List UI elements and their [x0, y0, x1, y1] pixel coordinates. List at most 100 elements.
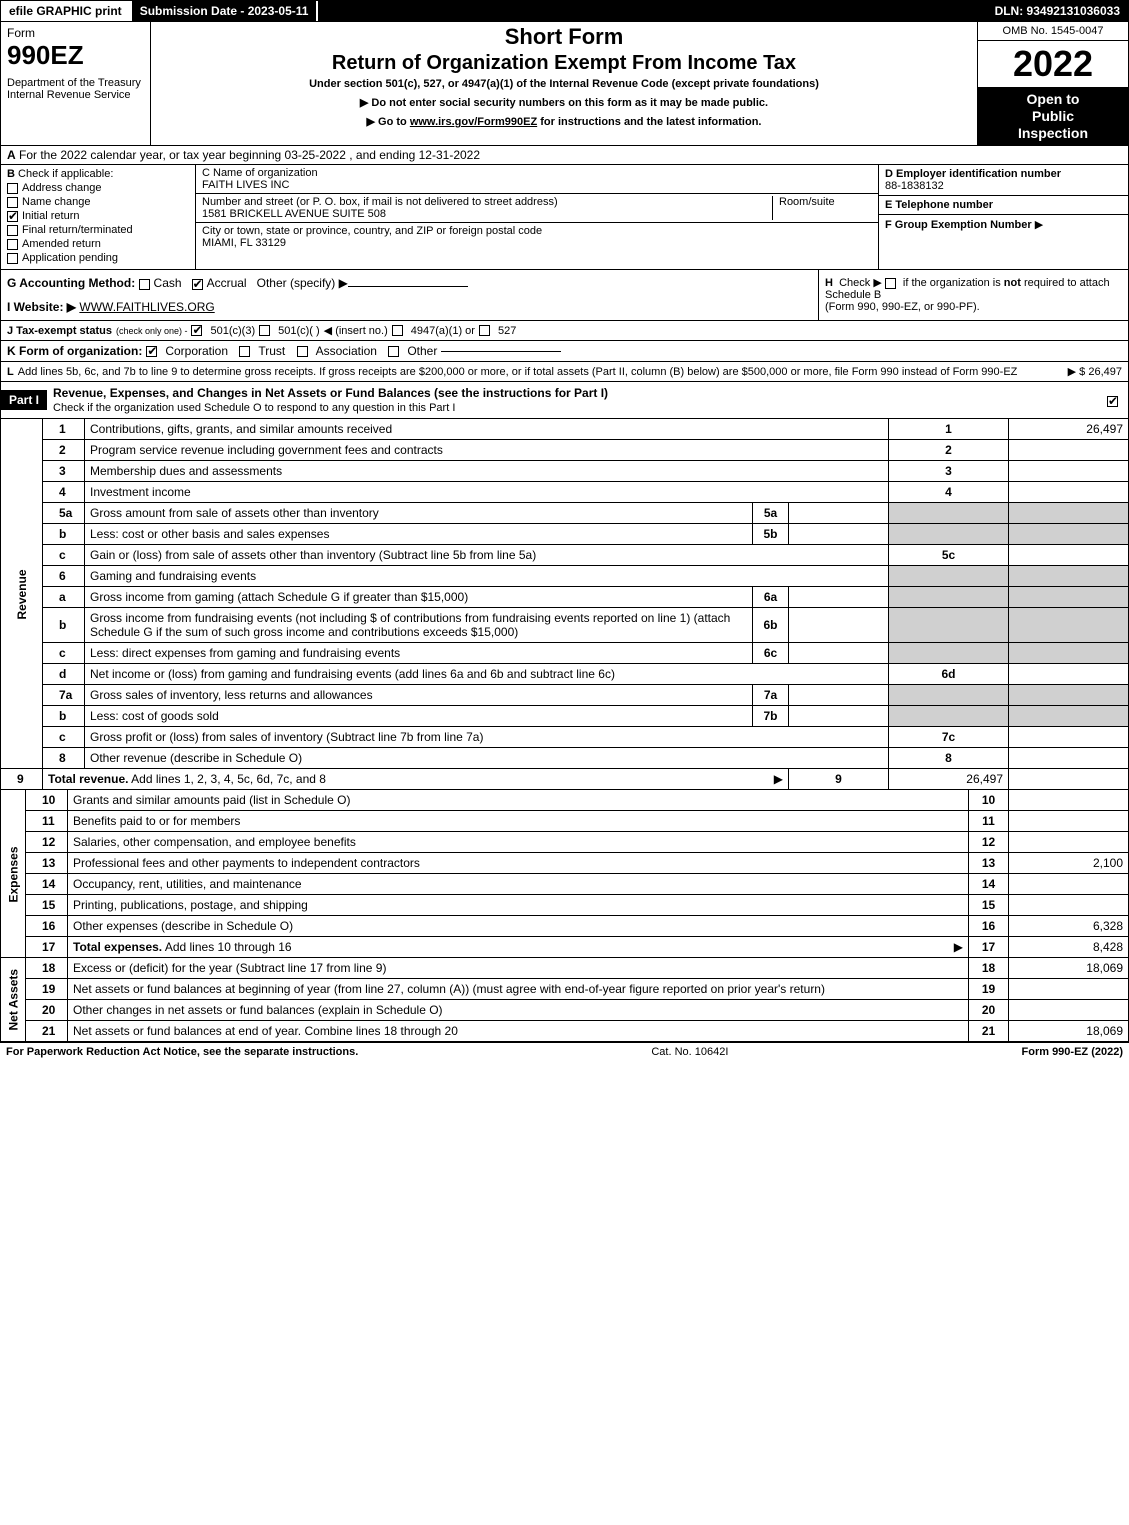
j-527-check[interactable]	[479, 325, 490, 336]
table-row: 8Other revenue (describe in Schedule O)8	[1, 748, 1129, 769]
box-b-item[interactable]: Name change	[7, 196, 189, 208]
grey-cell	[889, 503, 1009, 524]
row-ref-number: 16	[969, 916, 1009, 937]
row-desc: Grants and similar amounts paid (list in…	[68, 790, 969, 811]
block-bcdef: B Check if applicable: Address changeNam…	[0, 165, 1129, 270]
f-arrow: ▶	[1035, 219, 1043, 231]
k-assoc-check[interactable]	[297, 346, 308, 357]
row-amount: 18,069	[1009, 958, 1129, 979]
row-desc: Gross income from gaming (attach Schedul…	[85, 587, 753, 608]
row-subbox: 6c	[753, 643, 789, 664]
form-header: Form 990EZ Department of the Treasury In…	[0, 22, 1129, 146]
table-row: 18Excess or (deficit) for the year (Subt…	[1, 958, 1129, 979]
revenue-section-label: Revenue	[1, 419, 43, 769]
row-desc: Investment income	[85, 482, 889, 503]
row-ref-number: 2	[889, 440, 1009, 461]
row-subbox: 6a	[753, 587, 789, 608]
k-o4: Other	[407, 344, 437, 358]
g-accrual-check[interactable]	[192, 279, 203, 290]
netassets-section-label: Net Assets	[1, 958, 26, 1042]
footer-catno: Cat. No. 10642I	[358, 1046, 1021, 1058]
h-text1: Check ▶	[839, 277, 882, 289]
row-amount	[1009, 979, 1129, 1000]
note2-post: for instructions and the latest informat…	[537, 116, 761, 128]
row-midval	[789, 503, 889, 524]
j-501c-check[interactable]	[259, 325, 270, 336]
k-trust-check[interactable]	[239, 346, 250, 357]
row-amount: 2,100	[1009, 853, 1129, 874]
box-b-item[interactable]: Final return/terminated	[7, 224, 189, 236]
j-501c3-check[interactable]	[191, 325, 202, 336]
checkbox-icon[interactable]	[7, 239, 18, 250]
c-name-value: FAITH LIVES INC	[202, 179, 872, 191]
row-ref-number: 14	[969, 874, 1009, 895]
row-ref-number: 1	[889, 419, 1009, 440]
j-4947-check[interactable]	[392, 325, 403, 336]
row-amount	[1009, 748, 1129, 769]
row-line-number: 4	[43, 482, 85, 503]
row-midval	[789, 643, 889, 664]
k-other-check[interactable]	[388, 346, 399, 357]
checkbox-icon[interactable]	[7, 197, 18, 208]
k-corp-check[interactable]	[146, 346, 157, 357]
checkbox-icon[interactable]	[7, 183, 18, 194]
table-row: 11Benefits paid to or for members11	[1, 811, 1129, 832]
i-website[interactable]: WWW.FAITHLIVES.ORG	[79, 300, 214, 314]
checkbox-icon[interactable]	[7, 225, 18, 236]
row-ref-number: 11	[969, 811, 1009, 832]
row-subbox: 7a	[753, 685, 789, 706]
dln: DLN: 93492131036033	[987, 1, 1128, 21]
form-title-2: Return of Organization Exempt From Incom…	[157, 52, 971, 75]
box-b-item-label: Amended return	[22, 238, 101, 250]
row-desc: Program service revenue including govern…	[85, 440, 889, 461]
box-b-item[interactable]: Application pending	[7, 252, 189, 264]
k-other-input[interactable]	[441, 351, 561, 352]
revenue-table: Revenue 1Contributions, gifts, grants, a…	[0, 419, 1129, 790]
c-city-label: City or town, state or province, country…	[202, 225, 872, 237]
row-desc: Gross profit or (loss) from sales of inv…	[85, 727, 889, 748]
table-row: cLess: direct expenses from gaming and f…	[1, 643, 1129, 664]
row-a-text: For the 2022 calendar year, or tax year …	[19, 148, 480, 162]
row-desc: Net income or (loss) from gaming and fun…	[85, 664, 889, 685]
k-o2: Trust	[258, 344, 285, 358]
box-b-item[interactable]: Amended return	[7, 238, 189, 250]
top-bar: efile GRAPHIC print Submission Date - 20…	[0, 0, 1129, 22]
j-insert: ◀ (insert no.)	[324, 324, 388, 337]
g-cash-check[interactable]	[139, 279, 150, 290]
inspect-line1: Open to	[980, 91, 1126, 108]
footer-right-pre: Form	[1022, 1046, 1053, 1058]
row-ref-number: 17	[969, 937, 1009, 958]
grey-cell	[1009, 685, 1129, 706]
form-note-1: ▶ Do not enter social security numbers o…	[157, 96, 971, 109]
k-o3: Association	[316, 344, 377, 358]
k-o1: Corporation	[165, 344, 228, 358]
c-name-label: C Name of organization	[202, 167, 872, 179]
j-o1: 501(c)(3)	[210, 325, 255, 337]
d-label: D Employer identification number	[885, 168, 1061, 180]
row-line-number: 21	[26, 1021, 68, 1042]
box-b-item-label: Application pending	[22, 252, 118, 264]
part1-scho-check[interactable]	[1107, 396, 1118, 407]
tax-year: 2022	[978, 41, 1128, 87]
g-label: G Accounting Method:	[7, 276, 135, 290]
h-check[interactable]	[885, 278, 896, 289]
l-amount: ▶ $ 26,497	[1068, 365, 1122, 378]
irs-link[interactable]: www.irs.gov/Form990EZ	[410, 116, 537, 128]
box-b-item[interactable]: Initial return	[7, 210, 189, 222]
g-other-input[interactable]	[348, 286, 468, 287]
box-b-item[interactable]: Address change	[7, 182, 189, 194]
j-o3: 4947(a)(1) or	[411, 325, 475, 337]
grey-cell	[889, 608, 1009, 643]
checkbox-icon[interactable]	[7, 211, 18, 222]
grey-cell	[889, 643, 1009, 664]
row-midval	[789, 706, 889, 727]
table-row: bLess: cost or other basis and sales exp…	[1, 524, 1129, 545]
table-row: 20Other changes in net assets or fund ba…	[1, 1000, 1129, 1021]
row-line-number: 6	[43, 566, 85, 587]
row-line-number: c	[43, 643, 85, 664]
row-ref-number: 12	[969, 832, 1009, 853]
form-subtitle: Under section 501(c), 527, or 4947(a)(1)…	[157, 78, 971, 90]
efile-print-label[interactable]: efile GRAPHIC print	[1, 1, 132, 21]
checkbox-icon[interactable]	[7, 253, 18, 264]
row-amount	[1009, 727, 1129, 748]
